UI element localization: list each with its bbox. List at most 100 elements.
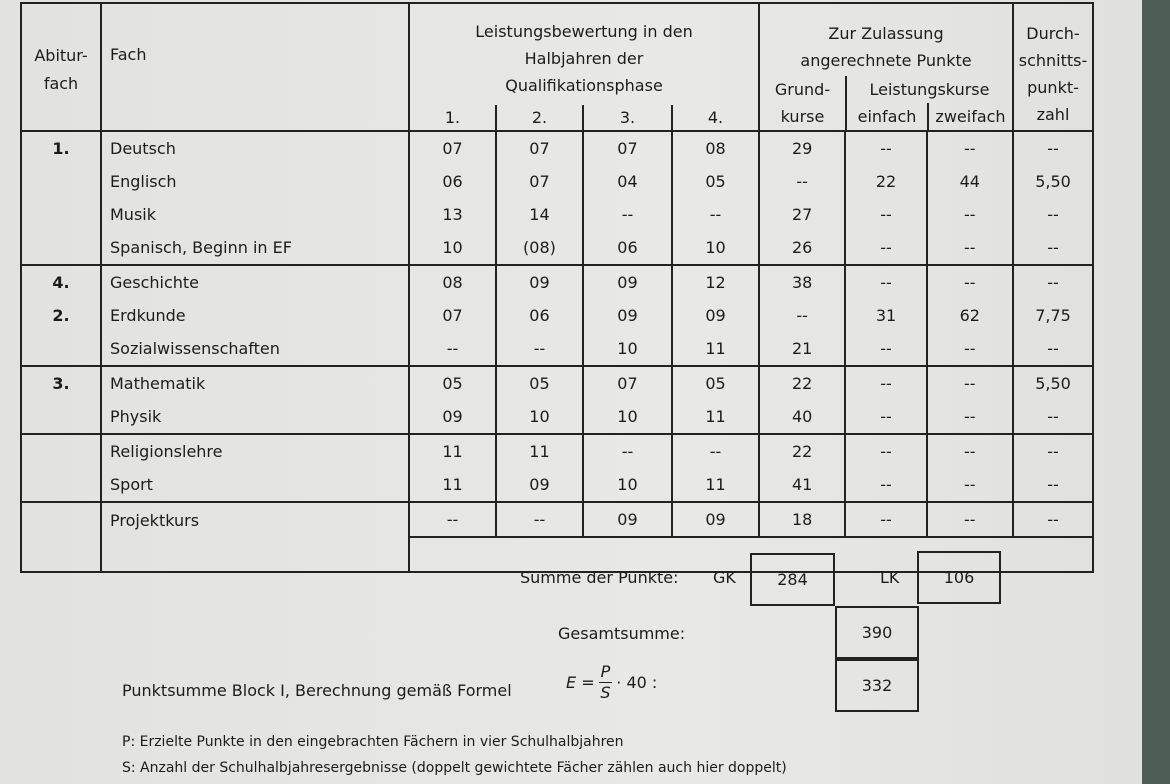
lk-zweifach-cell: --: [926, 332, 1015, 366]
hj2-cell: --: [495, 502, 584, 537]
durchschnitt-cell: --: [1047, 273, 1059, 292]
hj1-cell: --: [409, 332, 497, 366]
hj3-cell: 09: [582, 299, 674, 332]
header-fach: Fach: [101, 3, 410, 131]
lk-label: LK: [880, 568, 900, 587]
durchschnitt-cell: 5,50: [1035, 374, 1071, 393]
lk-zweifach-cell: 44: [926, 165, 1015, 198]
table-header: Abitur-fach Fach Leistungsbewertung in d…: [21, 3, 1093, 131]
hj1-cell: --: [409, 502, 497, 537]
fach-cell: Spanisch, Beginn in EF: [101, 231, 410, 265]
table-row: Religionslehre 11 11 -- -- 22 -- -- --: [21, 434, 1093, 468]
header-leistungsbewertung: Leistungsbewertung in den Halbjahren der Q…: [409, 3, 760, 131]
durchschnitt-cell: --: [1047, 139, 1059, 158]
lk-einfach-cell: --: [845, 468, 928, 502]
abitur-cell: [21, 231, 102, 265]
abitur-cell: 4. 2.: [21, 265, 102, 332]
grundkurse-cell: --: [759, 299, 847, 332]
hj4-cell: 05: [672, 366, 760, 400]
hj4-cell: 12: [672, 265, 760, 299]
block-value-box: 332: [835, 659, 919, 712]
hj1-cell: 10: [409, 231, 497, 265]
hj3-cell: 09: [582, 265, 674, 299]
hj4-cell: 08: [672, 131, 760, 165]
abitur-cell: [21, 198, 102, 231]
lk-einfach-cell: --: [845, 502, 928, 537]
hj3-cell: 07: [582, 131, 674, 165]
lk-einfach-cell: --: [845, 332, 928, 366]
grundkurse-cell: 29: [759, 131, 847, 165]
lk-sum-box: 106: [917, 551, 1001, 604]
grundkurse-cell: 27: [759, 198, 847, 231]
gk-label: GK: [713, 568, 736, 587]
desk-edge: [1142, 0, 1170, 784]
lk-einfach-cell: --: [845, 434, 928, 468]
header-hj-1: 1.: [444, 108, 461, 127]
durchschnitt-cell: --: [1047, 205, 1059, 224]
hj3-cell: --: [582, 434, 674, 468]
fach-cell: Mathematik: [101, 366, 410, 400]
abitur-cell: [21, 468, 102, 502]
grundkurse-cell: 41: [759, 468, 847, 502]
gk-sum-box: 284: [750, 553, 835, 606]
abitur-cell: [21, 165, 102, 198]
hj4-cell: --: [672, 434, 760, 468]
hj2-cell: 06: [495, 299, 584, 332]
hj1-cell: 07: [409, 131, 497, 165]
lk-einfach-cell: 31: [845, 299, 928, 332]
table-row: Sozialwissenschaften -- -- 10 11 21 -- -- --: [21, 332, 1093, 366]
abitur-cell: [21, 400, 102, 434]
fach-cell: Deutsch: [101, 131, 410, 165]
hj3-cell: 06: [582, 231, 674, 265]
lk-einfach-cell: --: [845, 198, 928, 231]
block-label: Punktsumme Block I, Berechnung gemäß For…: [122, 681, 512, 700]
hj4-cell: 11: [672, 400, 760, 434]
hj2-cell: 11: [495, 434, 584, 468]
header-zweifach: zweifach: [927, 103, 1012, 130]
grundkurse-cell: 22: [759, 366, 847, 400]
hj1-cell: 06: [409, 165, 497, 198]
hj4-cell: 10: [672, 231, 760, 265]
grundkurse-cell: 40: [759, 400, 847, 434]
fach-cell: Physik: [101, 400, 410, 434]
lk-einfach-cell: 22: [845, 165, 928, 198]
lk-zweifach-cell: 62: [926, 299, 1015, 332]
abitur-cell: [21, 502, 102, 537]
lk-einfach-cell: --: [845, 400, 928, 434]
hj2-cell: --: [495, 332, 584, 366]
hj2-cell: 10: [495, 400, 584, 434]
lk-einfach-cell: --: [845, 231, 928, 265]
lk-zweifach-cell: --: [926, 434, 1015, 468]
durchschnitt-cell: --: [1047, 510, 1059, 529]
durchschnitt-cell: --: [1047, 475, 1059, 494]
hj1-cell: 13: [409, 198, 497, 231]
fach-cell: Erdkunde: [101, 299, 410, 332]
table-row: 3. Mathematik 05 05 07 05 22 -- -- 5,50: [21, 366, 1093, 400]
footnote-p: P: Erzielte Punkte in den eingebrachten …: [122, 734, 624, 750]
footnote-s: S: Anzahl der Schulhalbjahresergebnisse …: [122, 760, 787, 776]
table-row: 1. Deutsch 07 07 07 08 29 -- -- --: [21, 131, 1093, 165]
hj3-cell: 04: [582, 165, 674, 198]
fach-cell: Englisch: [101, 165, 410, 198]
table-row: Englisch 06 07 04 05 -- 22 44 5,50: [21, 165, 1093, 198]
table-row: Projektkurs -- -- 09 09 18 -- -- --: [21, 502, 1093, 537]
grundkurse-cell: --: [759, 165, 847, 198]
hj1-cell: 11: [409, 468, 497, 502]
hj4-cell: 11: [672, 332, 760, 366]
table-row: Erdkunde 07 06 09 09 -- 31 62 7,75: [21, 299, 1093, 332]
durchschnitt-cell: 5,50: [1035, 172, 1071, 191]
fach-cell: Religionslehre: [101, 434, 410, 468]
hj1-cell: 07: [409, 299, 497, 332]
hj4-cell: 09: [672, 502, 760, 537]
lk-einfach-cell: --: [845, 131, 928, 165]
hj2-cell: (08): [495, 231, 584, 265]
table-row: Sport 11 09 10 11 41 -- -- --: [21, 468, 1093, 502]
table-row: Physik 09 10 10 11 40 -- -- --: [21, 400, 1093, 434]
lk-zweifach-cell: --: [926, 502, 1015, 537]
hj4-cell: --: [672, 198, 760, 231]
grundkurse-cell: 26: [759, 231, 847, 265]
header-hj-3: 3.: [582, 105, 671, 130]
subject-group: Religionslehre 11 11 -- -- 22 -- -- -- Sport 11 09 1…: [21, 434, 1093, 502]
grundkurse-cell: 38: [759, 265, 847, 299]
durchschnitt-cell: --: [1047, 238, 1059, 257]
